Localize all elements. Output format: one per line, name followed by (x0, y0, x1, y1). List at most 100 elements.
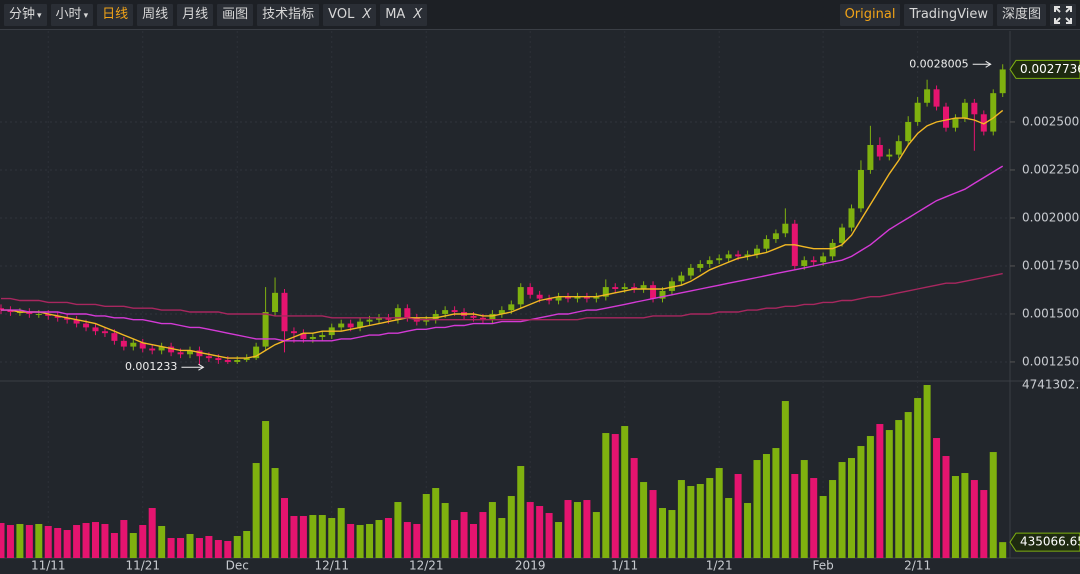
candle-body (999, 69, 1006, 94)
indicator-close[interactable]: X (362, 6, 372, 22)
volume-bar (139, 525, 147, 558)
volume-bar (914, 398, 922, 558)
volume-bar (753, 460, 761, 558)
volume-bar (195, 538, 203, 558)
volume-bar (44, 526, 52, 558)
candle-body (735, 254, 742, 257)
x-tick-label: 1/11 (611, 559, 638, 573)
candle-body (782, 223, 789, 234)
candle-body (101, 331, 108, 334)
candle-body (290, 331, 297, 334)
volume-bar (989, 452, 997, 558)
fullscreen-glyph (1054, 5, 1072, 24)
volume-bar (970, 480, 978, 558)
candle-body (565, 296, 571, 299)
volume-bar (366, 523, 374, 558)
toolbar-button[interactable]: 技术指标 (257, 3, 320, 26)
indicator-chip[interactable]: VOL X (323, 3, 377, 26)
candle-body (479, 317, 486, 320)
candle-body (754, 248, 760, 255)
toolbar-button[interactable]: 深度图 (996, 3, 1046, 26)
candle-body (432, 313, 439, 320)
toolbar-button[interactable]: 日线 (97, 3, 134, 26)
volume-bar (677, 480, 685, 558)
volume-bar (470, 523, 477, 558)
volume-bar (800, 460, 808, 558)
volume-bar (422, 494, 430, 558)
candle-body (394, 308, 401, 320)
volume-bar (271, 468, 279, 558)
candle-body (659, 290, 666, 299)
candle-body (772, 233, 779, 240)
indicator-close[interactable]: X (413, 6, 423, 22)
candle-body (451, 310, 458, 313)
candle-body (914, 102, 921, 122)
volume-bar (451, 520, 459, 558)
volume-bar (167, 538, 175, 558)
candle-body (347, 323, 354, 328)
volume-bar (980, 490, 988, 558)
toolbar-button[interactable]: 月线 (177, 3, 214, 26)
volume-bar (734, 474, 742, 558)
candle-body (640, 285, 647, 289)
toolbar-button[interactable]: TradingView (904, 3, 993, 26)
candle-body (215, 358, 222, 361)
fullscreen-icon[interactable] (1050, 3, 1076, 26)
candle-body (243, 358, 250, 361)
candle-body (83, 323, 90, 328)
candle-body (262, 312, 269, 347)
candle-body (26, 312, 33, 314)
candle-body (810, 260, 817, 263)
volume-bar (725, 498, 733, 558)
volume-bar (819, 496, 827, 558)
volume-bar (262, 421, 270, 558)
x-tick-label: Dec (226, 559, 249, 573)
candle-body (593, 296, 600, 299)
toolbar-button[interactable]: 周线 (137, 3, 174, 26)
candle-body (763, 239, 770, 249)
volume-bar (25, 525, 33, 558)
volume-bar (829, 480, 837, 558)
volume-bar (432, 488, 440, 558)
volume-bar (611, 434, 619, 558)
candle-body (54, 315, 61, 318)
volume-bar (744, 503, 752, 558)
toolbar-button[interactable]: 分钟 (4, 3, 47, 26)
volume-bar (233, 535, 241, 558)
volume-bar (16, 523, 24, 558)
volume-bar (555, 522, 563, 558)
toolbar-button[interactable]: Original (839, 3, 901, 26)
candle-body (7, 310, 14, 313)
volume-bar (621, 426, 629, 558)
toolbar-button[interactable]: 小时 (50, 3, 94, 26)
candle-body (423, 319, 430, 322)
indicator-chip[interactable]: MA X (380, 3, 428, 26)
volume-bar (148, 508, 156, 558)
indicator-group: VOL X MA X (319, 3, 428, 26)
toolbar-left: 分钟小时日线周线月线画图技术指标 (0, 3, 320, 26)
candle-body (158, 346, 165, 351)
volume-bar (810, 478, 818, 558)
candle-body (385, 317, 392, 320)
candle-body (631, 287, 638, 289)
x-tick-label: 12/11 (314, 559, 349, 573)
volume-bar (35, 523, 43, 558)
volume-bar (101, 523, 109, 558)
volume-bar (281, 498, 288, 558)
volume-bar (781, 401, 789, 558)
candle-body (687, 267, 694, 276)
candle-body (574, 296, 581, 299)
candle-body (45, 313, 52, 316)
volume-bar (706, 478, 714, 558)
candle-body (224, 360, 231, 362)
toolbar-button[interactable]: 画图 (217, 3, 254, 26)
volume-bar (696, 484, 704, 558)
volume-bar (205, 535, 213, 558)
candle-body (35, 313, 42, 315)
volume-bar (394, 502, 402, 558)
x-tick-label: 2019 (515, 559, 546, 573)
volume-bar (252, 463, 260, 558)
